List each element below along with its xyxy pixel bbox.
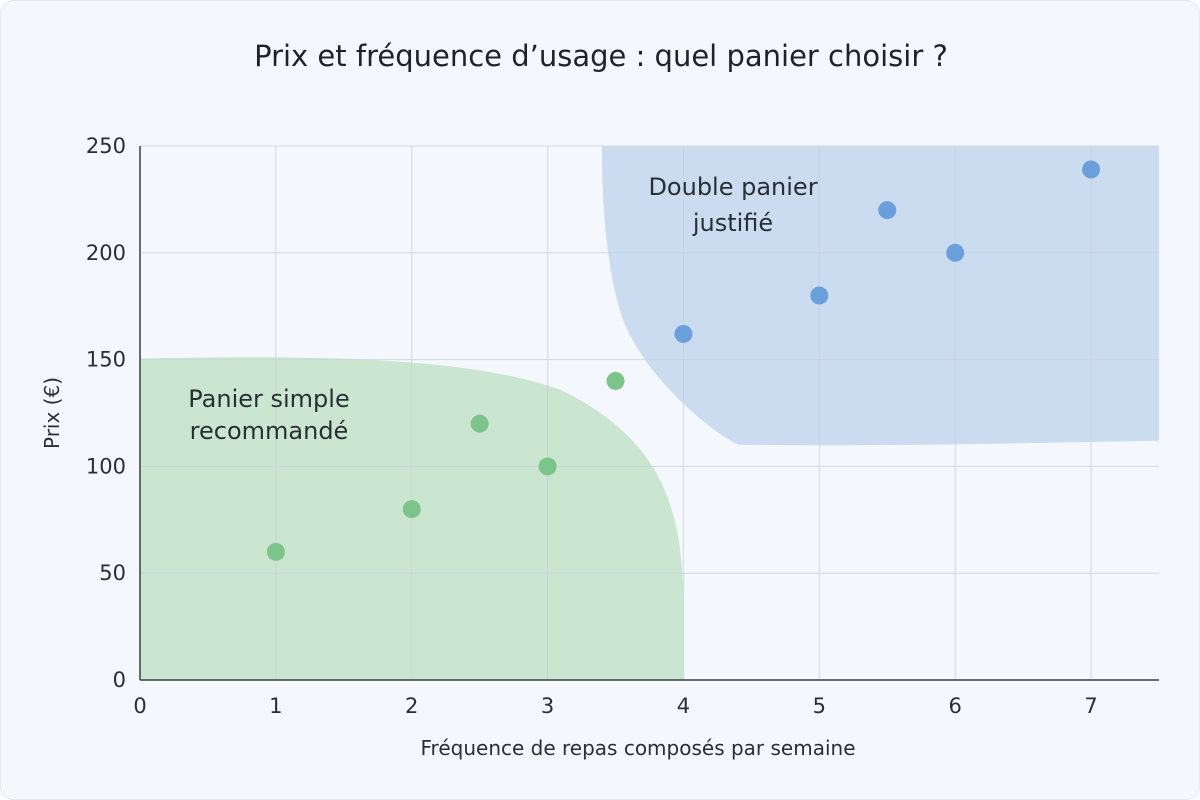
data-point xyxy=(810,286,829,305)
y-tick-label: 200 xyxy=(86,241,126,265)
region-double xyxy=(601,146,1159,446)
y-tick-label: 50 xyxy=(99,561,126,585)
region-label-double: Double panier xyxy=(648,173,817,201)
chart-title: Prix et fréquence d’usage : quel panier … xyxy=(254,39,948,73)
data-point xyxy=(674,324,693,343)
region-label-simple: recommandé xyxy=(190,417,349,445)
y-tick-label: 100 xyxy=(86,454,126,478)
region-label-double: justifié xyxy=(692,209,773,237)
region-label-simple: Panier simple xyxy=(188,385,349,413)
data-point xyxy=(266,542,285,561)
x-axis-label: Fréquence de repas composés par semaine xyxy=(421,736,856,760)
data-point xyxy=(538,457,557,476)
grid-layer xyxy=(139,145,1159,681)
data-point xyxy=(402,500,421,519)
data-point xyxy=(606,371,625,390)
x-tick-label: 6 xyxy=(949,694,962,718)
x-tick-label: 4 xyxy=(677,694,690,718)
y-axis-label: Prix (€) xyxy=(40,377,64,449)
labels-layer: Panier simple recommandé Double panier just… xyxy=(188,173,817,445)
y-tick-label: 250 xyxy=(86,134,126,158)
data-point xyxy=(1082,160,1101,179)
x-tick-label: 5 xyxy=(813,694,826,718)
data-point xyxy=(878,201,897,220)
x-tick-label: 2 xyxy=(405,694,418,718)
ticks-layer: 0 1 2 3 4 5 6 7 0 50 100 150 200 250 xyxy=(86,134,1098,718)
x-tick-label: 7 xyxy=(1084,694,1097,718)
y-tick-label: 150 xyxy=(86,348,126,372)
y-tick-label: 0 xyxy=(113,668,126,692)
x-tick-label: 1 xyxy=(269,694,282,718)
x-tick-label: 3 xyxy=(541,694,554,718)
regions-layer xyxy=(140,146,1159,680)
data-point xyxy=(946,243,965,262)
data-point xyxy=(470,414,489,433)
points-layer xyxy=(266,160,1101,561)
x-tick-label: 0 xyxy=(133,694,146,718)
